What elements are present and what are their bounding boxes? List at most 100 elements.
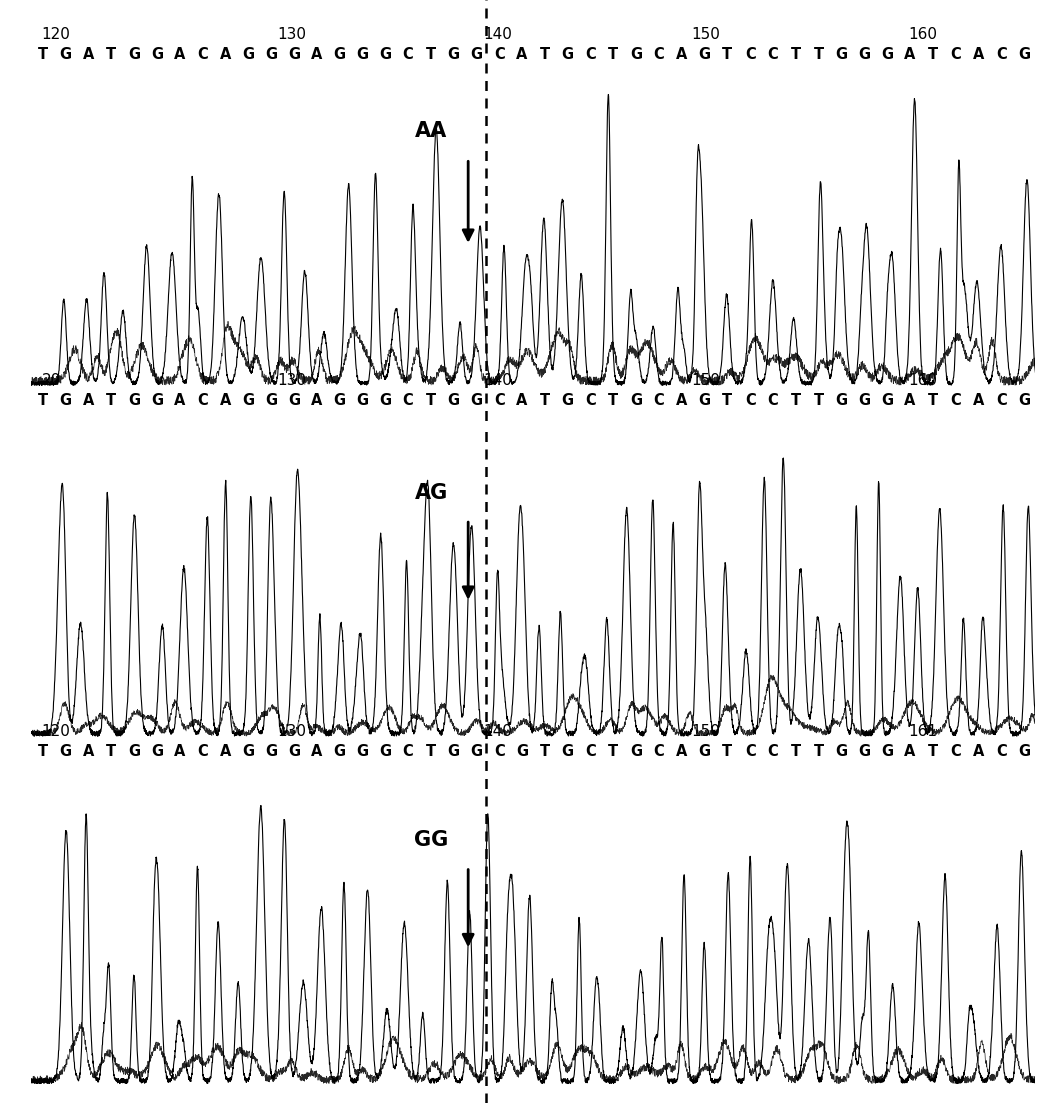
- Text: C: C: [654, 743, 664, 759]
- Text: G: G: [379, 46, 391, 62]
- Text: C: C: [951, 743, 961, 759]
- Text: C: C: [996, 393, 1006, 408]
- Text: 150: 150: [691, 724, 720, 739]
- Text: G: G: [699, 743, 711, 759]
- Text: C: C: [402, 743, 413, 759]
- Text: A: A: [220, 46, 231, 62]
- Text: C: C: [402, 393, 413, 408]
- Text: A: A: [973, 743, 984, 759]
- Text: G: G: [562, 46, 573, 62]
- Text: G: G: [447, 46, 460, 62]
- Text: GG: GG: [414, 829, 449, 850]
- Text: A: A: [83, 393, 94, 408]
- Text: G: G: [265, 46, 277, 62]
- Text: G: G: [288, 46, 300, 62]
- Text: AG: AG: [414, 482, 447, 503]
- Text: T: T: [813, 393, 824, 408]
- Text: A: A: [676, 743, 687, 759]
- Text: 130: 130: [278, 26, 306, 42]
- Text: T: T: [38, 393, 48, 408]
- Text: G: G: [1018, 46, 1030, 62]
- Text: G: G: [471, 393, 482, 408]
- Text: G: G: [128, 393, 140, 408]
- Text: G: G: [288, 393, 300, 408]
- Text: A: A: [973, 46, 984, 62]
- Text: T: T: [608, 393, 618, 408]
- Text: T: T: [813, 46, 824, 62]
- Text: G: G: [881, 46, 893, 62]
- Text: C: C: [585, 743, 596, 759]
- Text: G: G: [630, 46, 642, 62]
- Text: G: G: [1018, 393, 1030, 408]
- Text: G: G: [858, 743, 870, 759]
- Text: G: G: [333, 393, 346, 408]
- Text: C: C: [951, 46, 961, 62]
- Text: G: G: [151, 743, 163, 759]
- Text: G: G: [835, 46, 848, 62]
- Text: 140: 140: [483, 373, 512, 388]
- Text: A: A: [83, 46, 94, 62]
- Text: T: T: [106, 743, 116, 759]
- Text: T: T: [722, 46, 733, 62]
- Text: G: G: [630, 743, 642, 759]
- Text: T: T: [540, 393, 550, 408]
- Text: T: T: [38, 46, 48, 62]
- Text: G: G: [516, 743, 528, 759]
- Text: A: A: [311, 743, 323, 759]
- Text: G: G: [242, 743, 255, 759]
- Text: C: C: [996, 743, 1006, 759]
- Text: G: G: [60, 46, 71, 62]
- Text: G: G: [356, 46, 368, 62]
- Text: G: G: [379, 393, 391, 408]
- Text: A: A: [311, 46, 323, 62]
- Text: G: G: [699, 46, 711, 62]
- Text: G: G: [151, 393, 163, 408]
- Text: C: C: [585, 46, 596, 62]
- Text: A: A: [220, 743, 231, 759]
- Text: T: T: [38, 743, 48, 759]
- Text: T: T: [722, 393, 733, 408]
- Text: G: G: [630, 393, 642, 408]
- Text: A: A: [904, 393, 916, 408]
- Text: G: G: [356, 393, 368, 408]
- Text: G: G: [471, 46, 482, 62]
- Text: A: A: [174, 743, 185, 759]
- Text: AA: AA: [415, 121, 447, 141]
- Text: C: C: [745, 46, 756, 62]
- Text: T: T: [425, 743, 436, 759]
- Text: C: C: [197, 393, 208, 408]
- Text: T: T: [540, 46, 550, 62]
- Text: A: A: [517, 46, 528, 62]
- Text: A: A: [220, 393, 231, 408]
- Text: G: G: [265, 743, 277, 759]
- Text: C: C: [654, 46, 664, 62]
- Text: T: T: [927, 46, 938, 62]
- Text: T: T: [791, 393, 801, 408]
- Text: G: G: [858, 46, 870, 62]
- Text: T: T: [540, 743, 550, 759]
- Text: G: G: [242, 393, 255, 408]
- Text: T: T: [608, 743, 618, 759]
- Text: 150: 150: [691, 373, 720, 388]
- Text: C: C: [767, 46, 779, 62]
- Text: C: C: [767, 393, 779, 408]
- Text: G: G: [447, 743, 460, 759]
- Text: A: A: [174, 46, 185, 62]
- Text: C: C: [494, 743, 504, 759]
- Text: A: A: [83, 743, 94, 759]
- Text: A: A: [517, 393, 528, 408]
- Text: T: T: [608, 46, 618, 62]
- Text: G: G: [562, 743, 573, 759]
- Text: A: A: [904, 743, 916, 759]
- Text: G: G: [835, 743, 848, 759]
- Text: G: G: [60, 393, 71, 408]
- Text: 150: 150: [691, 26, 720, 42]
- Text: 161: 161: [908, 724, 937, 739]
- Text: T: T: [813, 743, 824, 759]
- Text: C: C: [745, 393, 756, 408]
- Text: C: C: [767, 743, 779, 759]
- Text: 160: 160: [908, 26, 937, 42]
- Text: G: G: [881, 393, 893, 408]
- Text: A: A: [973, 393, 984, 408]
- Text: C: C: [654, 393, 664, 408]
